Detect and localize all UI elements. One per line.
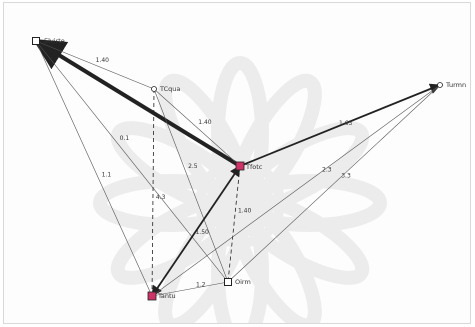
edge-n5-n6 bbox=[151, 281, 229, 297]
edge-weight-label: 2.5 bbox=[188, 163, 198, 170]
edge-n1-n5 bbox=[35, 40, 153, 297]
edge-n4-n5 bbox=[151, 84, 441, 297]
edge-weight-label: 2.3 bbox=[322, 167, 332, 174]
node-n3[interactable]: Tfotc bbox=[235, 161, 263, 171]
edge-weight-label: 0.1 bbox=[120, 135, 130, 142]
node-marker[interactable] bbox=[235, 161, 245, 171]
edge-n1-n2 bbox=[35, 40, 155, 90]
edge-labels-layer: 1.40 1.1 0.1 1.40 4.3 2.5 1.63 1.50 1.40 3.3 1.2 2.… bbox=[96, 57, 353, 288]
edge-weight-label: 1.63 bbox=[339, 120, 353, 127]
edges-layer bbox=[32, 38, 441, 297]
node-n4[interactable]: Turmn bbox=[437, 81, 467, 89]
node-n5[interactable]: Tantu bbox=[147, 291, 176, 301]
node-label: Tantu bbox=[157, 292, 176, 300]
node-label: Tfotc bbox=[245, 163, 263, 171]
edge-weight-label: 1.40 bbox=[96, 57, 110, 64]
edge-n3-n1 bbox=[32, 38, 242, 168]
edge-n4-n6 bbox=[227, 84, 441, 283]
edge-n2-n3 bbox=[153, 88, 241, 167]
edge-n3-n4 bbox=[239, 83, 441, 167]
edge-n3-n5 bbox=[151, 165, 241, 297]
network-diagram: 1.40 1.1 0.1 1.40 4.3 2.5 1.63 1.50 1.40 3.3 1.2 2.… bbox=[32, 37, 467, 323]
edge-n2-n5 bbox=[151, 88, 155, 297]
node-label: TCqua bbox=[159, 85, 180, 93]
edge-weight-label: 1.40 bbox=[238, 208, 252, 215]
node-label: Elvirte bbox=[44, 37, 65, 45]
edge-weight-label: 1.1 bbox=[102, 172, 112, 179]
node-marker[interactable] bbox=[147, 291, 157, 301]
node-n1[interactable]: Elvirte bbox=[32, 37, 65, 45]
edge-weight-label: 3.3 bbox=[341, 173, 351, 180]
edge-weight-label: 1.2 bbox=[196, 281, 206, 288]
node-n2[interactable]: TCqua bbox=[151, 85, 181, 93]
edge-weight-label: 1.50 bbox=[195, 229, 209, 236]
node-label: Turmn bbox=[445, 81, 466, 89]
diagram-frame: 1.40 1.1 0.1 1.40 4.3 2.5 1.63 1.50 1.40 3.3 1.2 2.… bbox=[3, 2, 471, 324]
edge-weight-label: 4.3 bbox=[156, 194, 166, 201]
node-n6[interactable]: Oirm bbox=[224, 278, 251, 286]
node-marker[interactable] bbox=[151, 86, 157, 92]
edge-weight-label: 1.40 bbox=[198, 119, 212, 126]
node-marker[interactable] bbox=[32, 37, 40, 45]
edge-n3-n6 bbox=[227, 165, 241, 283]
nodes-layer: Elvirte TCqua Tfotc Turmn Tantu Oirm bbox=[32, 37, 467, 301]
node-marker[interactable] bbox=[224, 278, 232, 286]
node-label: Oirm bbox=[235, 278, 251, 286]
node-marker[interactable] bbox=[437, 82, 443, 88]
